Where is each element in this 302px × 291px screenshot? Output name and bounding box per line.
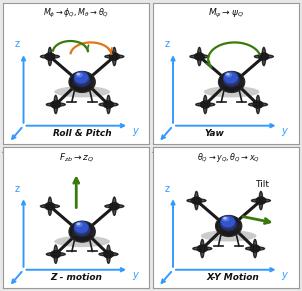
- Ellipse shape: [69, 71, 95, 93]
- Polygon shape: [193, 247, 212, 250]
- Ellipse shape: [201, 230, 256, 242]
- Text: z: z: [164, 184, 169, 194]
- Ellipse shape: [256, 197, 266, 205]
- Polygon shape: [99, 253, 118, 256]
- Ellipse shape: [76, 72, 83, 77]
- Ellipse shape: [73, 74, 91, 87]
- Ellipse shape: [74, 72, 89, 84]
- Polygon shape: [99, 103, 118, 106]
- Polygon shape: [54, 245, 58, 263]
- Polygon shape: [105, 205, 124, 208]
- Ellipse shape: [250, 245, 260, 253]
- Ellipse shape: [77, 73, 80, 75]
- Text: Z - motion: Z - motion: [50, 274, 102, 283]
- Text: y: y: [281, 270, 287, 280]
- Ellipse shape: [103, 101, 114, 109]
- Polygon shape: [204, 95, 207, 113]
- Ellipse shape: [73, 223, 91, 237]
- Text: X-Y Motion: X-Y Motion: [207, 274, 259, 283]
- Ellipse shape: [69, 221, 95, 242]
- Polygon shape: [201, 239, 204, 258]
- Ellipse shape: [223, 217, 227, 219]
- Polygon shape: [107, 245, 110, 263]
- Polygon shape: [252, 199, 270, 202]
- Text: Roll & Pitch: Roll & Pitch: [53, 129, 111, 139]
- Text: $\theta_Q \rightarrow y_Q, \theta_Q \rightarrow x_Q$: $\theta_Q \rightarrow y_Q, \theta_Q \rig…: [197, 151, 260, 164]
- Ellipse shape: [103, 250, 114, 258]
- Ellipse shape: [200, 101, 210, 109]
- Polygon shape: [256, 95, 260, 113]
- Polygon shape: [262, 47, 266, 65]
- Polygon shape: [255, 55, 273, 58]
- Polygon shape: [40, 205, 59, 208]
- Polygon shape: [47, 103, 65, 106]
- Text: $M_{\psi} \rightarrow \psi_Q$: $M_{\psi} \rightarrow \psi_Q$: [208, 7, 244, 20]
- Ellipse shape: [51, 250, 61, 258]
- Ellipse shape: [259, 53, 269, 61]
- Ellipse shape: [109, 53, 120, 61]
- Text: z: z: [15, 40, 20, 49]
- Ellipse shape: [253, 101, 263, 109]
- Text: x: x: [2, 145, 7, 155]
- Polygon shape: [190, 55, 209, 58]
- Ellipse shape: [54, 86, 110, 97]
- Polygon shape: [246, 247, 265, 250]
- Text: x: x: [151, 289, 157, 291]
- Ellipse shape: [54, 236, 110, 247]
- Text: Yaw: Yaw: [204, 129, 224, 139]
- Text: $M_{\phi} \rightarrow \phi_Q, M_{\theta} \rightarrow \theta_Q$: $M_{\phi} \rightarrow \phi_Q, M_{\theta}…: [43, 7, 109, 20]
- Polygon shape: [48, 197, 52, 215]
- Polygon shape: [249, 103, 268, 106]
- Polygon shape: [107, 95, 110, 113]
- Ellipse shape: [77, 223, 80, 225]
- Text: Tilt: Tilt: [255, 180, 269, 189]
- Ellipse shape: [45, 202, 55, 210]
- Ellipse shape: [225, 72, 232, 77]
- Ellipse shape: [216, 215, 242, 237]
- Polygon shape: [54, 95, 58, 113]
- Polygon shape: [47, 253, 65, 256]
- Ellipse shape: [218, 71, 245, 93]
- Polygon shape: [259, 191, 263, 210]
- Text: y: y: [132, 270, 138, 280]
- Ellipse shape: [74, 221, 89, 233]
- Ellipse shape: [109, 202, 120, 210]
- Polygon shape: [198, 47, 201, 65]
- Ellipse shape: [223, 74, 240, 87]
- Text: y: y: [132, 126, 138, 136]
- Ellipse shape: [45, 53, 55, 61]
- Polygon shape: [40, 55, 59, 58]
- Polygon shape: [196, 103, 215, 106]
- Ellipse shape: [221, 216, 235, 228]
- Ellipse shape: [76, 222, 83, 227]
- Ellipse shape: [226, 73, 230, 75]
- Ellipse shape: [51, 101, 61, 109]
- Text: z: z: [15, 184, 20, 194]
- Text: z: z: [164, 40, 169, 49]
- Polygon shape: [113, 197, 116, 215]
- Ellipse shape: [197, 245, 207, 253]
- Polygon shape: [253, 239, 257, 258]
- Ellipse shape: [194, 53, 204, 61]
- Text: y: y: [281, 126, 287, 136]
- Polygon shape: [105, 55, 124, 58]
- Text: x: x: [2, 289, 7, 291]
- Polygon shape: [48, 47, 52, 65]
- Ellipse shape: [223, 72, 238, 84]
- Ellipse shape: [222, 217, 230, 221]
- Polygon shape: [113, 47, 116, 65]
- Text: x: x: [151, 145, 157, 155]
- Ellipse shape: [191, 197, 201, 205]
- Ellipse shape: [204, 86, 259, 97]
- Polygon shape: [194, 191, 198, 210]
- Polygon shape: [187, 199, 206, 202]
- Ellipse shape: [220, 218, 237, 231]
- Text: $F_{zb} \rightarrow z_Q$: $F_{zb} \rightarrow z_Q$: [59, 151, 94, 164]
